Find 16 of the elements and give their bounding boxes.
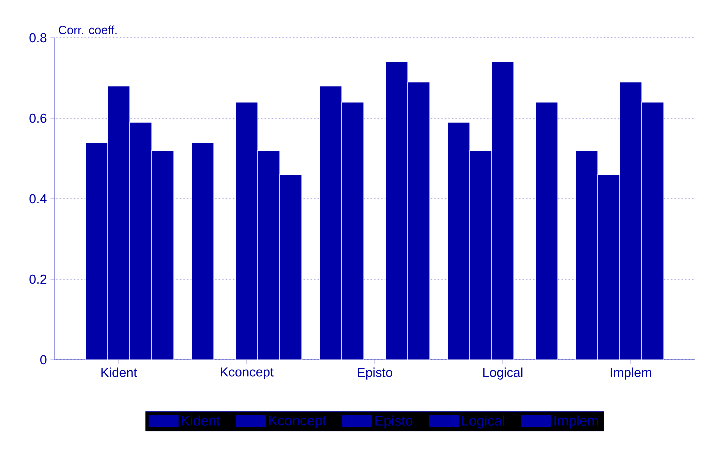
- legend-label: Episto: [376, 416, 413, 429]
- x-tick-label: Kconcept: [221, 368, 274, 380]
- y-tick-label: 0.2: [30, 274, 47, 284]
- legend-label: Kident: [182, 416, 220, 426]
- x-tick-label: Kident: [102, 368, 138, 378]
- y-tick-label: 0: [40, 355, 47, 365]
- y-tick-label: 0.8: [30, 33, 47, 43]
- legend-label: Logical: [462, 416, 505, 429]
- legend-label: Kconcept: [270, 416, 326, 428]
- y-axis-title: Corr. coeff.: [59, 26, 117, 34]
- x-tick-label: Logical: [484, 368, 523, 380]
- x-tick-label: Implem: [610, 368, 652, 380]
- y-tick-label: 0.4: [30, 194, 47, 204]
- y-tick-label: 0.6: [30, 114, 47, 124]
- x-tick-label: Episto: [358, 368, 392, 380]
- legend-label: Implem: [554, 416, 598, 429]
